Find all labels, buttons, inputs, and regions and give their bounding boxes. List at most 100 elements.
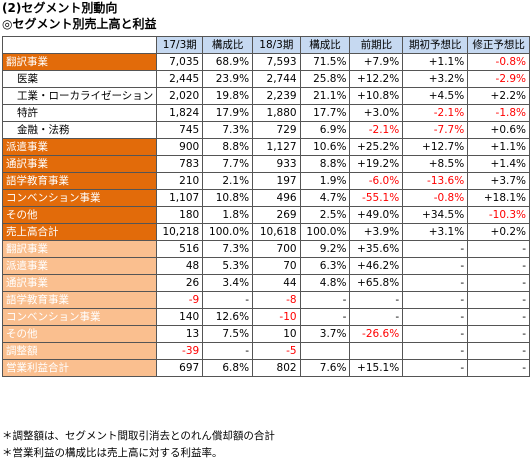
row-label: その他	[1, 325, 158, 343]
table-cell: -8	[252, 291, 301, 309]
table-cell: -	[467, 342, 530, 360]
table-cell: -	[202, 342, 254, 360]
table-cell: 6.9%	[299, 121, 351, 139]
section-title: (2)セグメント別動向	[2, 1, 118, 15]
table-cell: +3.0%	[349, 104, 404, 122]
table-cell: 10	[252, 325, 301, 343]
table-cell: +3.1%	[402, 223, 469, 241]
table-row: 派遣事業 48 5.3% 70 6.3% +46.2% - -	[1, 257, 530, 275]
table-cell: -	[402, 325, 469, 343]
table-cell: 7.3%	[202, 121, 254, 139]
table-cell: 900	[156, 138, 204, 156]
table-cell: -	[467, 308, 530, 326]
table-cell: 516	[156, 240, 204, 258]
table-cell: -	[402, 359, 469, 377]
row-label: コンベンション事業	[1, 308, 158, 326]
table-row: 派遣事業 900 8.8% 1,127 10.6% +25.2% +12.7% +1.1%	[1, 138, 530, 156]
table-cell: 4.8%	[299, 274, 351, 292]
table-cell: +19.2%	[349, 155, 404, 173]
table-cell: 729	[252, 121, 301, 139]
header-row: 17/3期 構成比 18/3期 構成比 前期比 期初予想比 修正予想比	[1, 36, 530, 54]
table-cell: 1.8%	[202, 206, 254, 224]
table-cell: 210	[156, 172, 204, 190]
table-cell: -	[402, 308, 469, 326]
table-cell: 1,107	[156, 189, 204, 207]
table-cell: 7.6%	[299, 359, 351, 377]
table-cell: +12.7%	[402, 138, 469, 156]
table-cell: -	[202, 291, 254, 309]
table-row: 調整額 -39- -5- -	[1, 342, 530, 360]
table-cell: -	[467, 359, 530, 377]
column-header: 17/3期	[156, 36, 204, 54]
table-cell: -	[402, 274, 469, 292]
table-cell: 44	[252, 274, 301, 292]
row-label: 金融・法務	[1, 121, 158, 139]
table-cell: 2,020	[156, 87, 204, 105]
row-label: 売上高合計	[1, 223, 158, 241]
table-cell: 25.8%	[299, 70, 351, 88]
note-margin: ＊営業利益の構成比は売上高に対する利益率。	[2, 447, 223, 459]
table-cell: 7.5%	[202, 325, 254, 343]
table-row: 通訳事業 783 7.7% 933 8.8% +19.2% +8.5% +1.4%	[1, 155, 530, 173]
table-cell: +46.2%	[349, 257, 404, 275]
table-cell: +2.2%	[467, 87, 530, 105]
table-cell: 100.0%	[202, 223, 254, 241]
table-cell: 71.5%	[299, 53, 351, 71]
table-cell: 1,880	[252, 104, 301, 122]
table-cell: 10,218	[156, 223, 204, 241]
table-cell: 697	[156, 359, 204, 377]
table-row: 売上高合計 10,218 100.0% 10,618 100.0% +3.9% +3.1% +…	[1, 223, 530, 241]
table-cell: +1.4%	[467, 155, 530, 173]
table-cell: 17.9%	[202, 104, 254, 122]
table-cell: 23.9%	[202, 70, 254, 88]
table-row: その他 13 7.5% 10 3.7% -26.6% - -	[1, 325, 530, 343]
note-adjustment: ＊調整額は、セグメント間取引消去とのれん償却額の合計	[2, 430, 275, 442]
table-cell: 48	[156, 257, 204, 275]
table-cell: 269	[252, 206, 301, 224]
row-label: 派遣事業	[1, 257, 158, 275]
table-cell: +12.2%	[349, 70, 404, 88]
table-cell: +10.8%	[349, 87, 404, 105]
table-cell: 3.4%	[202, 274, 254, 292]
table-cell: 1,127	[252, 138, 301, 156]
table-row: 工業・ローカライゼーション 2,020 19.8% 2,239 21.1% +10.8% +…	[1, 87, 530, 105]
table-cell: +15.1%	[349, 359, 404, 377]
table-cell: 9.2%	[299, 240, 351, 258]
table-row: 語学教育事業 -9- -8- - - -	[1, 291, 530, 309]
table-cell: -	[299, 308, 351, 326]
table-cell: -10.3%	[467, 206, 530, 224]
table-row: その他 180 1.8% 269 2.5% +49.0% +34.5% -10.3%	[1, 206, 530, 224]
table-cell: 700	[252, 240, 301, 258]
table-cell: 180	[156, 206, 204, 224]
table-cell: -26.6%	[349, 325, 404, 343]
row-label: 通訳事業	[1, 274, 158, 292]
table-cell: 6.8%	[202, 359, 254, 377]
table-cell: +3.2%	[402, 70, 469, 88]
row-label: 営業利益合計	[1, 359, 158, 377]
table-cell: +3.7%	[467, 172, 530, 190]
table-cell: 2,445	[156, 70, 204, 88]
table-cell: 496	[252, 189, 301, 207]
row-label: 語学教育事業	[1, 172, 158, 190]
table-row: 医薬 2,445 23.9% 2,744 25.8% +12.2% +3.2% -2.9%	[1, 70, 530, 88]
table-row: 通訳事業 26 3.4% 44 4.8% +65.8% - -	[1, 274, 530, 292]
table-cell: 2.5%	[299, 206, 351, 224]
table-cell: -39	[156, 342, 204, 360]
table-row: 翻訳事業 516 7.3% 700 9.2% +35.6% - -	[1, 240, 530, 258]
table-cell: 802	[252, 359, 301, 377]
table-cell: +1.1%	[402, 53, 469, 71]
table-cell: +4.5%	[402, 87, 469, 105]
column-header: 構成比	[299, 36, 351, 54]
table-cell: 5.3%	[202, 257, 254, 275]
table-cell: 68.9%	[202, 53, 254, 71]
table-cell: 10.8%	[202, 189, 254, 207]
table-cell: 21.1%	[299, 87, 351, 105]
row-label: 翻訳事業	[1, 240, 158, 258]
table-cell: -	[467, 274, 530, 292]
table-cell: 933	[252, 155, 301, 173]
segment-table: 17/3期 構成比 18/3期 構成比 前期比 期初予想比 修正予想比 翻訳事業 7,035 68…	[1, 36, 530, 377]
table-cell: 10.6%	[299, 138, 351, 156]
column-header: 前期比	[349, 36, 404, 54]
table-cell: -	[467, 257, 530, 275]
table-cell: -	[349, 308, 404, 326]
